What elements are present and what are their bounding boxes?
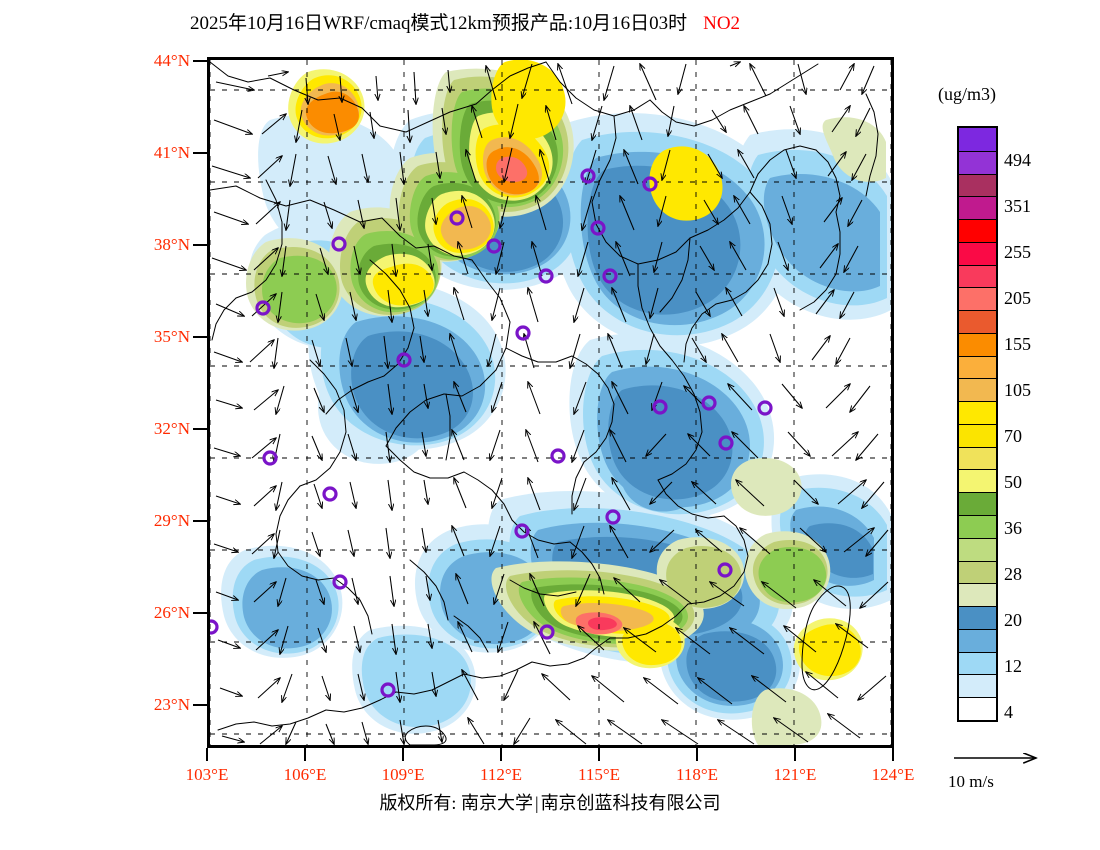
x-axis-label-121e: 121°E: [773, 765, 817, 784]
colorbar-band-2: [959, 173, 996, 197]
colorbar-tick-255: 255: [1004, 242, 1031, 262]
xtick: [696, 748, 698, 761]
ytick: [193, 152, 207, 154]
colorbar-band-0: [959, 128, 996, 151]
ytick: [193, 704, 207, 706]
map-canvas: [210, 60, 891, 745]
colorbar-tick-36: 36: [1004, 518, 1022, 538]
colorbar-band-20: [959, 583, 996, 607]
colorbar[interactable]: [957, 126, 998, 722]
footer-separator: |: [534, 793, 539, 813]
footer-company: 南京创蓝科技有限公司: [540, 793, 721, 813]
colorbar-band-24: [959, 674, 996, 698]
ytick: [193, 428, 207, 430]
y-axis-label-29n: 29°N: [153, 511, 190, 530]
colorbar-band-6: [959, 264, 996, 288]
colorbar-tick-105: 105: [1004, 380, 1031, 400]
footer-owner: 版权所有: 南京大学: [379, 793, 533, 813]
colorbar-band-11: [959, 378, 996, 402]
ytick: [193, 612, 207, 614]
xtick: [598, 748, 600, 761]
colorbar-tick-50: 50: [1004, 472, 1022, 492]
x-axis-label-103e: 103°E: [185, 765, 229, 784]
colorbar-band-19: [959, 560, 996, 584]
ytick: [193, 336, 207, 338]
colorbar-band-15: [959, 469, 996, 493]
colorbar-band-22: [959, 628, 996, 652]
x-axis-label-112e: 112°E: [479, 765, 523, 784]
ytick: [193, 244, 207, 246]
colorbar-band-17: [959, 515, 996, 538]
colorbar-tick-155: 155: [1004, 334, 1031, 354]
colorbar-band-7: [959, 287, 996, 311]
map-plot-area[interactable]: [207, 57, 894, 748]
colorbar-band-23: [959, 651, 996, 675]
wind-scale-arrow-icon: [954, 750, 1052, 770]
xtick: [304, 748, 306, 761]
x-axis-label-109e: 109°E: [381, 765, 425, 784]
colorbar-tick-28: 28: [1004, 564, 1022, 584]
x-axis-label-118e: 118°E: [675, 765, 719, 784]
colorbar-band-5: [959, 241, 996, 265]
xtick: [402, 748, 404, 761]
colorbar-band-10: [959, 355, 996, 379]
colorbar-band-16: [959, 492, 996, 516]
colorbar-band-12: [959, 401, 996, 424]
y-axis-label-26n: 26°N: [153, 603, 190, 622]
ytick: [193, 60, 207, 62]
x-axis-label-115e: 115°E: [577, 765, 621, 784]
y-axis-label-32n: 32°N: [153, 419, 190, 438]
y-axis-label-44n: 44°N: [153, 51, 190, 70]
ytick: [193, 520, 207, 522]
xtick: [892, 748, 894, 761]
xtick: [500, 748, 502, 761]
colorbar-tick-12: 12: [1004, 656, 1022, 676]
title-text: 2025年10月16日WRF/cmaq模式12km预报产品:10月16日03时: [189, 13, 688, 34]
colorbar-band-1: [959, 150, 996, 174]
colorbar-tick-4: 4: [1004, 702, 1013, 722]
station-markers[interactable]: [210, 168, 773, 698]
y-axis-label-41n: 41°N: [153, 143, 190, 162]
colorbar-band-9: [959, 332, 996, 356]
xtick: [206, 748, 208, 761]
x-axis-label-106e: 106°E: [283, 765, 327, 784]
page-title: 2025年10月16日WRF/cmaq模式12km预报产品:10月16日03时 N…: [0, 8, 930, 35]
footer-copyright: 版权所有: 南京大学 | 南京创蓝科技有限公司: [0, 789, 1100, 815]
wind-scale-label: 10 m/s: [948, 772, 994, 791]
colorbar-band-3: [959, 196, 996, 220]
colorbar-band-4: [959, 219, 996, 242]
y-axis-label-23n: 23°N: [153, 695, 190, 714]
colorbar-band-21: [959, 606, 996, 629]
colorbar-tick-494: 494: [1004, 150, 1031, 170]
colorbar-tick-351: 351: [1004, 196, 1031, 216]
colorbar-band-13: [959, 423, 996, 447]
colorbar-tick-70: 70: [1004, 426, 1022, 446]
concentration-field: [221, 60, 891, 745]
colorbar-band-25: [959, 697, 996, 720]
xtick: [794, 748, 796, 761]
x-axis-label-124e: 124°E: [871, 765, 915, 784]
colorbar-band-14: [959, 446, 996, 470]
y-axis-label-35n: 35°N: [153, 327, 190, 346]
colorbar-band-8: [959, 310, 996, 333]
colorbar-tick-205: 205: [1004, 288, 1031, 308]
title-species: NO2: [703, 13, 741, 34]
colorbar-tick-20: 20: [1004, 610, 1022, 630]
y-axis-label-38n: 38°N: [153, 235, 190, 254]
colorbar-units-label: (ug/m3): [938, 84, 996, 104]
colorbar-band-18: [959, 537, 996, 561]
